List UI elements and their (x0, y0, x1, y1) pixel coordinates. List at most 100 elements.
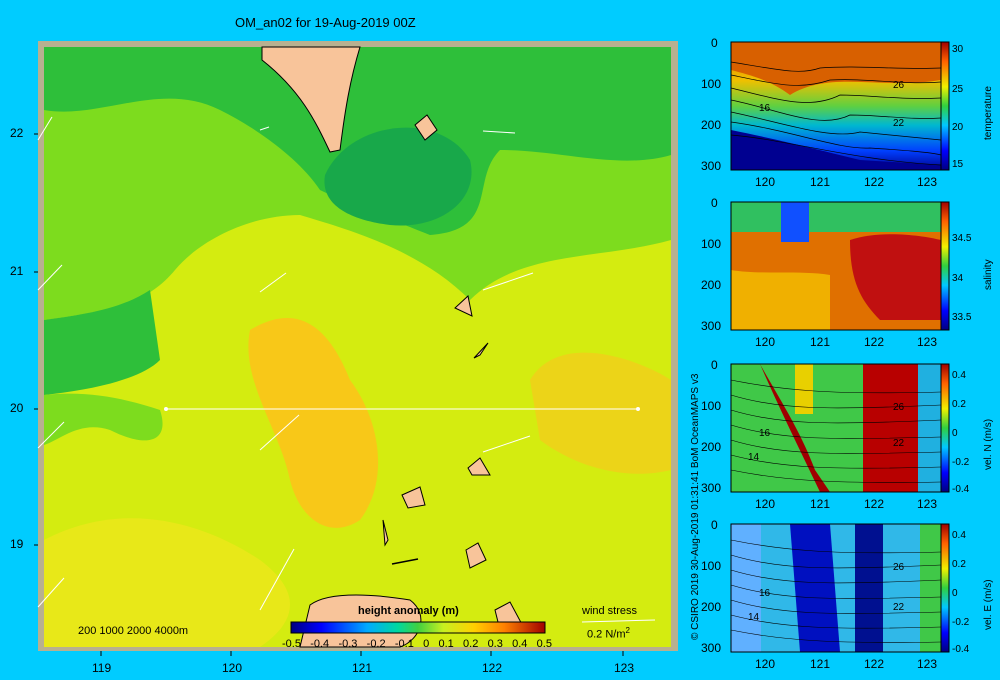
y-tick: 300 (701, 319, 722, 333)
panel-temperature (730, 41, 950, 171)
cb-tick: 20 (952, 122, 964, 133)
x-tick: 120 (222, 661, 243, 675)
cb-tick: 0.2 (952, 399, 966, 410)
cb-tick: -0.2 (952, 457, 970, 468)
panel-salinity (730, 201, 950, 331)
x-tick: 121 (810, 335, 831, 349)
wind-arrows (37, 116, 656, 623)
contour-label: 16 (759, 588, 771, 599)
cb-tick: 15 (952, 159, 964, 170)
x-tick: 122 (864, 657, 885, 671)
contour-label: 26 (893, 402, 905, 413)
x-tick: 120 (755, 497, 776, 511)
y-tick: 300 (701, 481, 722, 495)
cb-tick: 0 (952, 588, 958, 599)
panel-vel-n (730, 363, 950, 493)
chart-title: OM_an02 for 19-Aug-2019 00Z (235, 15, 416, 30)
x-tick: 122 (864, 335, 885, 349)
land-south (299, 594, 422, 648)
x-tick: 119 (92, 661, 112, 675)
contour-label: 16 (759, 428, 771, 439)
y-tick: 22 (10, 126, 24, 140)
x-tick: 122 (864, 175, 885, 189)
wind-unit: 0.2 N/m2 (587, 626, 630, 641)
island (382, 519, 389, 547)
x-tick: 123 (917, 657, 938, 671)
x-tick: 121 (810, 497, 831, 511)
island (473, 342, 489, 359)
island (401, 486, 426, 509)
island (414, 114, 438, 141)
cb-label: temperature (983, 86, 994, 140)
x-tick: 120 (755, 657, 776, 671)
cb-tick: 25 (952, 84, 964, 95)
y-tick: 300 (701, 159, 722, 173)
x-tick: 120 (755, 175, 776, 189)
contour-label: 16 (759, 103, 771, 114)
cb-tick: -0.4 (952, 644, 970, 655)
island (391, 558, 419, 565)
x-tick: 123 (614, 661, 635, 675)
contour-label: 22 (893, 118, 905, 129)
x-tick: 123 (917, 175, 938, 189)
y-tick: 300 (701, 641, 722, 655)
y-tick: 21 (10, 264, 24, 278)
cb-tick: 0.4 (952, 530, 966, 541)
height-colorbar (290, 621, 546, 634)
x-tick: 121 (810, 175, 831, 189)
green-region-west (44, 290, 160, 395)
contour-label: 14 (748, 452, 760, 463)
cb-tick: 33.5 (952, 312, 972, 323)
cb-tick: -0.2 (952, 617, 970, 628)
island (465, 542, 487, 569)
y-tick: 200 (701, 118, 722, 132)
cb-label: vel. N (m/s) (983, 418, 994, 470)
x-tick: 121 (810, 657, 831, 671)
green-region-darker (324, 127, 472, 226)
orange-region (248, 318, 379, 528)
wind-label: wind stress (582, 605, 638, 617)
cb-tick: 0.2 (952, 559, 966, 570)
colorbar-title: height anomaly (m) (358, 605, 459, 617)
panel-vel-e (730, 523, 950, 653)
y-tick: 0 (711, 196, 718, 210)
y-tick: 0 (711, 518, 718, 532)
island (467, 457, 491, 476)
y-tick: 0 (711, 36, 718, 50)
yellow-region-east (530, 352, 671, 474)
x-tick: 122 (482, 661, 503, 675)
contour-label: 22 (893, 602, 905, 613)
contour-label: 26 (893, 80, 905, 91)
land-north (261, 46, 361, 153)
cb-label: salinity (983, 259, 994, 290)
island (454, 295, 473, 317)
depth-legend: 200 1000 2000 4000m (78, 625, 189, 637)
cb-tick: 34.5 (952, 233, 972, 244)
contour-label: 14 (748, 612, 760, 623)
y-tick: 20 (10, 401, 24, 415)
green-region-west2 (44, 393, 163, 445)
y-tick: 100 (701, 237, 722, 251)
contour-label: 26 (893, 562, 905, 573)
x-tick: 122 (864, 497, 885, 511)
x-tick: 121 (352, 661, 373, 675)
cb-label: vel. E (m/s) (983, 579, 994, 630)
y-tick: 200 (701, 440, 722, 454)
x-tick: 123 (917, 497, 938, 511)
y-tick: 100 (701, 559, 722, 573)
cb-tick: 34 (952, 273, 964, 284)
x-tick: 123 (917, 335, 938, 349)
x-tick: 120 (755, 335, 776, 349)
y-tick: 100 (701, 399, 722, 413)
cb-tick: -0.4 (952, 484, 970, 495)
cb-tick: 0.4 (952, 370, 966, 381)
contour-label: 22 (893, 438, 905, 449)
y-tick: 19 (10, 537, 24, 551)
yellow-region-sw (44, 518, 290, 647)
y-tick: 200 (701, 600, 722, 614)
y-tick: 100 (701, 77, 722, 91)
y-tick: 200 (701, 278, 722, 292)
y-tick: 0 (711, 358, 718, 372)
